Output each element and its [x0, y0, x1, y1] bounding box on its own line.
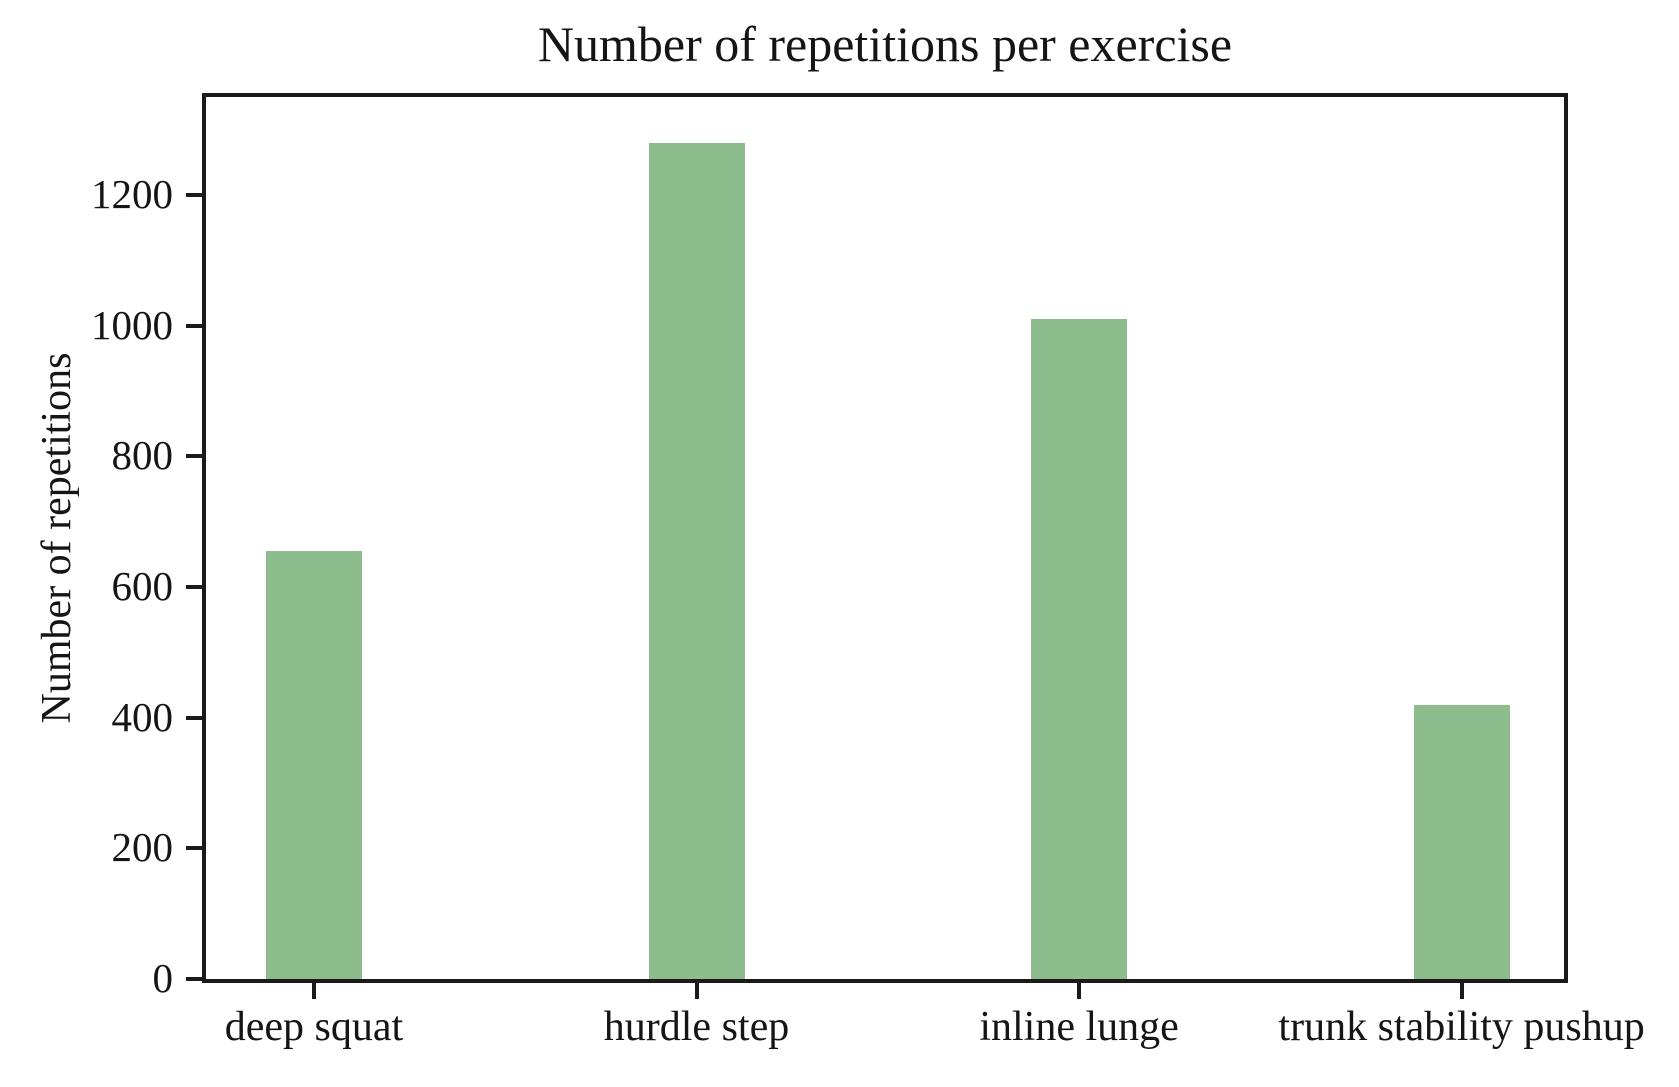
y-tick-mark [186, 454, 203, 459]
y-tick-mark [186, 323, 203, 328]
plot-area: 0 200 400 600 800 1000 1200 deep squat hurdle s… [91, 93, 1645, 1050]
bar-inline-lunge [1031, 319, 1128, 979]
x-tick-label: hurdle step [603, 1004, 790, 1050]
bar-deep-squat [265, 551, 362, 979]
bar-hurdle-step [648, 142, 745, 979]
y-tick-label: 400 [111, 693, 174, 740]
x-tick-mark [311, 982, 316, 999]
bar-trunk-stability-pushup [1413, 704, 1510, 979]
chart-title: Number of repetitions per exercise [537, 16, 1233, 72]
y-tick-label: 600 [111, 563, 174, 610]
y-tick-mark [186, 585, 203, 589]
x-tick-mark [1459, 982, 1464, 999]
x-tick-label: deep squat [224, 1004, 404, 1050]
y-tick-label: 0 [152, 955, 174, 1002]
y-tick-mark [186, 977, 203, 981]
y-tick-mark [186, 193, 203, 197]
y-tick-label: 800 [111, 432, 174, 479]
x-tick-label: trunk stability pushup [1278, 1004, 1645, 1050]
y-tick-label: 1200 [91, 171, 173, 218]
y-tick-mark [186, 846, 203, 851]
x-tick-mark [694, 982, 699, 999]
y-tick-mark [186, 715, 203, 720]
y-axis-label: Number of repetitions [34, 352, 80, 724]
y-tick-label: 200 [111, 824, 174, 871]
y-tick-label: 1000 [91, 301, 173, 348]
x-tick-label: inline lunge [979, 1004, 1179, 1050]
x-tick-mark [1077, 982, 1082, 999]
